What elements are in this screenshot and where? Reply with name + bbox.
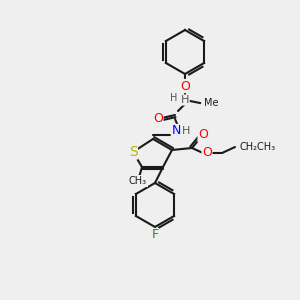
Text: Me: Me xyxy=(204,98,218,108)
Text: O: O xyxy=(202,146,212,160)
Text: H: H xyxy=(182,126,190,136)
Text: O: O xyxy=(180,80,190,92)
Text: N: N xyxy=(171,124,181,137)
Text: O: O xyxy=(153,112,163,124)
Text: S: S xyxy=(129,145,137,159)
Text: CH₃: CH₃ xyxy=(129,176,147,186)
Text: O: O xyxy=(198,128,208,142)
Text: H: H xyxy=(181,95,189,105)
Text: H: H xyxy=(169,93,177,103)
Text: CH₂CH₃: CH₂CH₃ xyxy=(239,142,275,152)
Text: F: F xyxy=(152,229,159,242)
